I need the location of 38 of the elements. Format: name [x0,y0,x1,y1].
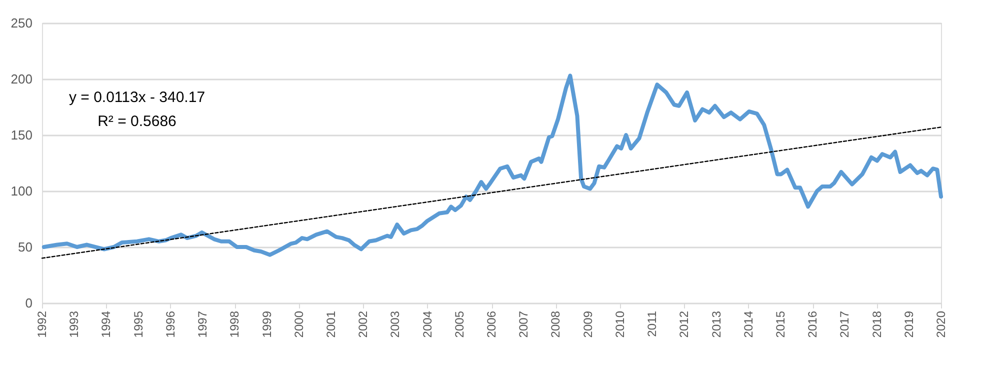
x-tick-label: 1993 [67,310,82,338]
x-tick-label: 2010 [612,310,627,338]
x-tick-label: 2012 [677,310,692,338]
x-tick-label: 2011 [645,310,660,337]
x-tick-label: 2015 [773,310,788,338]
annotation: y = 0.0113x - 340.17 [68,89,206,106]
x-tick-label: 2007 [516,310,531,338]
annotation: R² = 0.5686 [98,113,176,130]
x-tick-label: 1994 [99,310,114,338]
y-tick-label: 250 [10,16,32,30]
x-tick-label: 1999 [260,310,274,338]
x-tick-label: 2017 [838,310,852,338]
y-tick-label: 50 [18,240,32,254]
x-tick-label: 2001 [324,310,338,338]
x-tick-label: 2018 [870,310,884,338]
y-tick-label: 150 [10,128,32,142]
y-tick-label: 0 [25,296,32,310]
x-tick-label: 1995 [131,310,146,338]
x-tick-label: 2004 [420,310,434,338]
line-series [42,74,943,257]
x-tick-label: 2020 [934,310,948,338]
y-tick-label: 200 [10,72,32,86]
x-tick-label: 2006 [484,310,498,338]
x-tick-label: 2000 [292,310,306,338]
x-tick-label: 2008 [548,310,563,338]
x-tick-label: 1996 [163,310,178,338]
x-tick-label: 2009 [580,310,595,338]
x-tick-label: 1992 [35,310,49,338]
x-tick-label: 1997 [196,310,210,338]
x-tick-label: 2003 [388,310,402,338]
x-tick-label: 2005 [452,310,466,338]
x-tick-label: 2014 [741,310,756,338]
x-tick-label: 2016 [806,310,820,338]
y-tick-label: 100 [10,184,32,198]
x-tick-label: 2013 [709,310,724,338]
x-tick-label: 1998 [228,310,242,338]
x-tick-label: 2002 [356,310,370,338]
x-tick-label: 2019 [902,310,916,338]
